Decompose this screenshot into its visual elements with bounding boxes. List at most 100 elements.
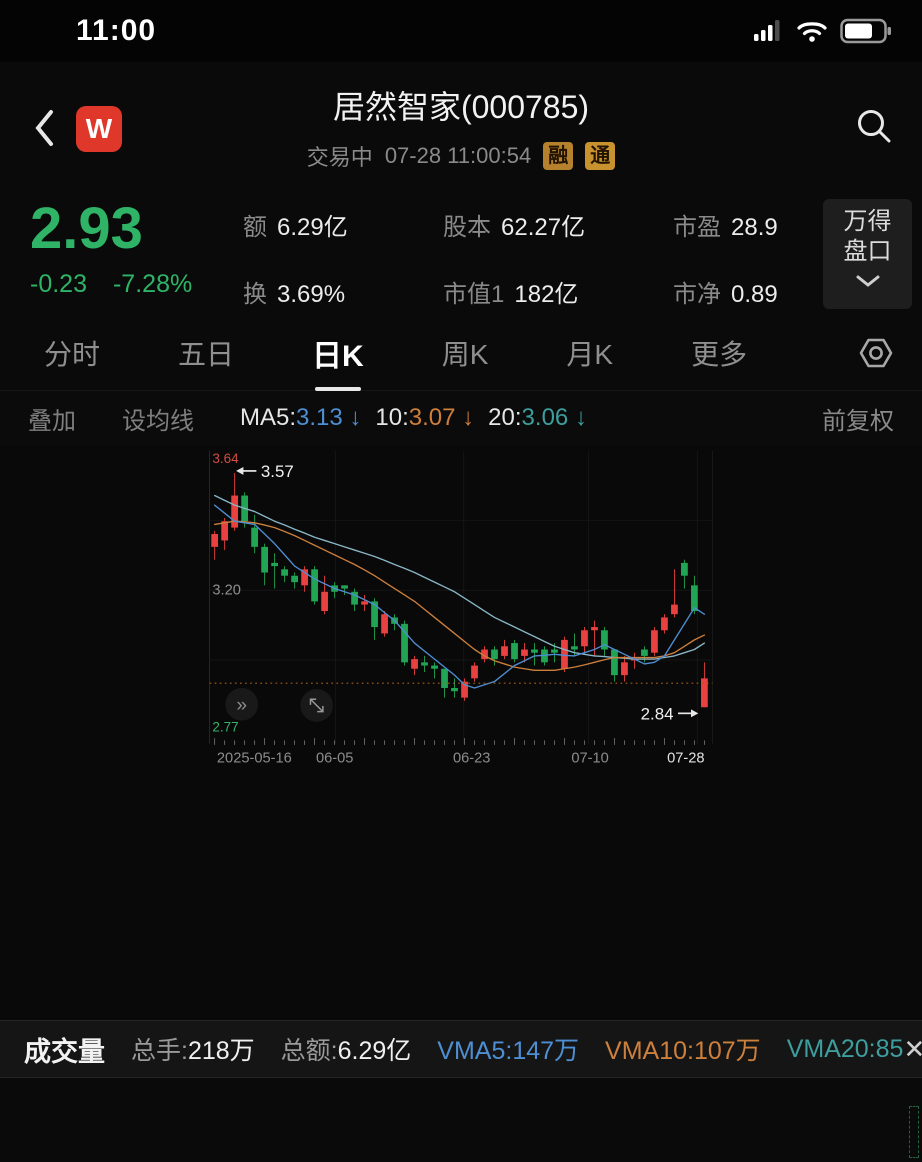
candle-body xyxy=(371,601,378,628)
tab-minute[interactable]: 分时 xyxy=(44,338,101,370)
candle-body xyxy=(571,646,578,650)
price-change: -0.23 xyxy=(30,269,87,298)
ma5-label: MA5: xyxy=(240,404,297,431)
vma10-value: VMA10:107万 xyxy=(605,1037,761,1065)
candle-body xyxy=(381,614,388,634)
volume-info-bar: 成交量 总手:218万 总额:6.29亿 VMA5:147万 VMA10:107… xyxy=(0,1020,922,1078)
tab-more[interactable]: 更多 xyxy=(691,338,748,370)
quote-status-row: 交易中 07-28 11:00:54 融 通 xyxy=(0,140,922,172)
candle-body xyxy=(401,623,408,663)
candle-body xyxy=(521,649,528,656)
candle-body xyxy=(701,678,708,708)
vma20-value: VMA20:85 xyxy=(786,1034,904,1063)
date-label: 06-05 xyxy=(316,750,353,766)
period-tab-bar: 分时 五日 日K 周K 月K 更多 xyxy=(0,315,922,390)
quote-stats-grid: 额 6.29亿 股本 62.27亿 市盈 28.9 换 3.69% 市值1 182亿 市净… xyxy=(243,199,823,315)
candle-body xyxy=(471,665,478,679)
price-change-pct: -7.28% xyxy=(112,269,193,298)
candle-body xyxy=(531,649,538,653)
chart-settings-icon[interactable] xyxy=(856,333,896,373)
ma5-value: 3.13 xyxy=(296,404,343,431)
last-price: 2.93 xyxy=(30,196,143,261)
candle-body xyxy=(621,662,628,676)
quote-datetime: 07-28 11:00:54 xyxy=(384,143,532,168)
candle-body xyxy=(311,569,318,602)
candle-body xyxy=(691,585,698,612)
wifi-icon xyxy=(797,22,827,42)
candle-body xyxy=(271,562,279,567)
ma10-value: 3.07 xyxy=(408,404,456,431)
chevron-down-icon xyxy=(856,275,879,287)
tab-5day[interactable]: 五日 xyxy=(178,338,235,370)
back-button[interactable] xyxy=(34,108,56,148)
stat-pb: 市净 0.89 xyxy=(673,281,778,308)
candle-body xyxy=(491,649,498,660)
stat-turnover: 换 3.69% xyxy=(243,281,346,308)
close-indicator-icon[interactable]: ✕ xyxy=(903,1033,922,1064)
total-amount: 总额:6.29亿 xyxy=(280,1037,412,1065)
candlestick-chart[interactable]: 2025-05-16 06-05 06-23 07-10 07-28 3.64 3.20… xyxy=(0,445,922,1020)
ma10-label: 10: xyxy=(375,404,409,431)
candle-body xyxy=(651,630,658,653)
price-block: 2.93 -0.23 -7.28% xyxy=(30,196,243,315)
candle-body xyxy=(641,649,648,656)
expand-chart-button[interactable] xyxy=(300,689,334,722)
y-mid-label: 3.20 xyxy=(212,582,241,598)
ma-legend-bar: 叠加 设均线 MA5:3.13 ↓ 10:3.07 ↓ 20:3.06 ↓ 前复… xyxy=(0,390,922,445)
ma20-down-arrow-icon: ↓ xyxy=(574,404,587,431)
search-icon[interactable] xyxy=(854,106,894,146)
candle-body xyxy=(611,649,618,676)
connect-badge: 通 xyxy=(585,142,616,170)
adjust-mode-button[interactable]: 前复权 xyxy=(822,407,894,435)
ma20-value: 3.06 xyxy=(521,404,569,431)
tab-monthly-k[interactable]: 月K xyxy=(566,338,614,370)
candle-body xyxy=(501,646,508,656)
set-ma-button[interactable]: 设均线 xyxy=(122,407,194,435)
date-label: 06-23 xyxy=(453,750,490,766)
chart-area[interactable]: 2025-05-16 06-05 06-23 07-10 07-28 3.64 3.20… xyxy=(0,445,922,1020)
stat-shares: 股本 62.27亿 xyxy=(443,214,586,241)
overlay-button[interactable]: 叠加 xyxy=(28,407,76,435)
y-min-label: 2.77 xyxy=(212,719,238,734)
ma20-label: 20: xyxy=(488,404,522,431)
candle-body xyxy=(681,562,688,576)
candle-body xyxy=(451,687,458,692)
tab-daily-k[interactable]: 日K xyxy=(312,331,364,375)
ma-line-ma20 xyxy=(213,494,706,660)
candle-body xyxy=(251,527,259,547)
cellular-signal-icon xyxy=(754,20,780,41)
vma5-value: VMA5:147万 xyxy=(437,1037,580,1065)
candle-body xyxy=(221,521,229,541)
volume-title: 成交量 xyxy=(24,1036,105,1067)
high-marker-label: 3.57 xyxy=(261,462,294,481)
candle-body xyxy=(601,630,608,650)
low-marker-label: 2.84 xyxy=(641,705,674,724)
margin-badge: 融 xyxy=(543,142,574,170)
candle-body xyxy=(351,591,358,605)
wind-app-logo: W xyxy=(76,106,122,152)
quote-section: 2.93 -0.23 -7.28% 额 6.29亿 股本 62.27亿 市盈 28.9… xyxy=(0,185,922,315)
candle-body xyxy=(231,495,239,528)
stat-mktcap: 市值1 182亿 xyxy=(443,281,579,308)
stat-amount: 额 6.29亿 xyxy=(243,214,348,241)
header: W 居然智家(000785) 交易中 07-28 11:00:54 融 通 xyxy=(0,62,922,185)
ma-line-ma5 xyxy=(213,504,706,689)
ma5-down-arrow-icon: ↓ xyxy=(349,404,362,431)
fast-forward-button[interactable]: » xyxy=(225,687,259,721)
wind-logo-letter: W xyxy=(85,113,113,144)
candle-body xyxy=(581,630,588,647)
status-bar: 11:00 xyxy=(0,0,922,62)
candle-body xyxy=(661,617,668,631)
candle-body xyxy=(441,668,448,688)
candle-body xyxy=(281,569,288,576)
tab-weekly-k[interactable]: 周K xyxy=(441,338,489,370)
date-label: 07-10 xyxy=(571,750,608,766)
candle-body xyxy=(261,546,269,573)
candle-body xyxy=(341,585,348,589)
candle-body xyxy=(411,659,418,669)
battery-icon xyxy=(840,18,891,44)
wind-order-book-panel[interactable]: 万得 盘口 xyxy=(823,199,912,309)
status-time: 11:00 xyxy=(76,14,157,47)
total-lots: 总手:218万 xyxy=(131,1037,255,1065)
candle-body xyxy=(481,649,488,660)
